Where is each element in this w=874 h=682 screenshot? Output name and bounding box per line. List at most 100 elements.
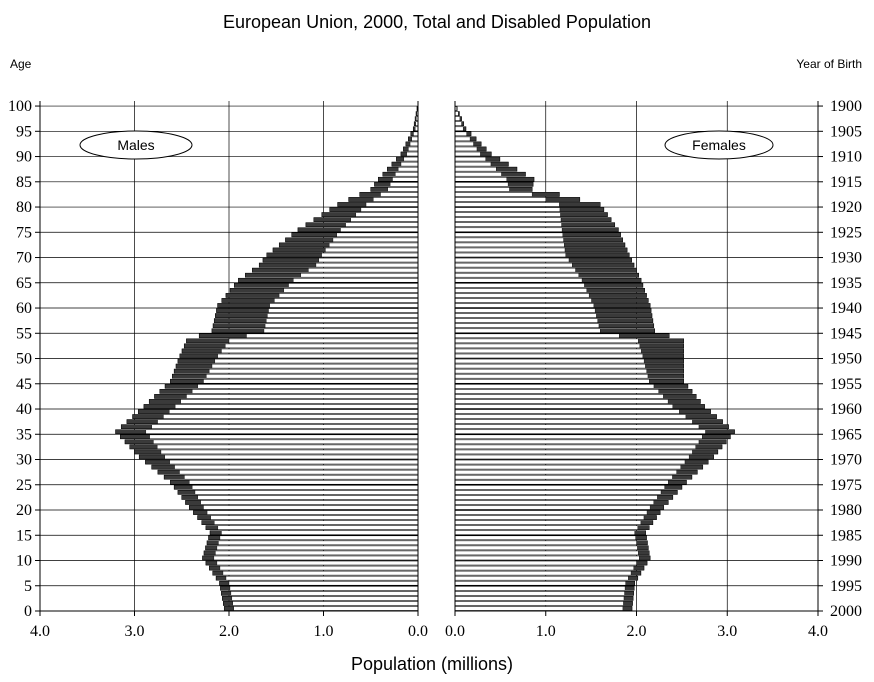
male-total-bar xyxy=(181,495,419,500)
male-disabled-bar xyxy=(382,171,396,177)
age-tick-label: 10 xyxy=(16,553,32,570)
year-tick-label: 1960 xyxy=(830,401,862,418)
age-tick-label: 40 xyxy=(16,401,32,418)
male-total-bar xyxy=(203,550,419,556)
male-disabled-bar xyxy=(262,257,319,263)
age-tick-label: 5 xyxy=(24,578,32,595)
male-disabled-bar xyxy=(387,166,399,172)
female-total-bar xyxy=(454,444,723,450)
female-total-bar xyxy=(454,530,646,536)
age-tick-label: 85 xyxy=(16,174,32,191)
male-total-bar xyxy=(157,469,419,475)
male-disabled-bar xyxy=(149,399,182,404)
male-disabled-bar xyxy=(126,419,158,424)
male-disabled-bar xyxy=(139,454,165,460)
female-total-bar xyxy=(454,580,635,586)
female-disabled-bar xyxy=(564,242,626,248)
male-disabled-bar xyxy=(238,278,294,283)
age-tick-label: 30 xyxy=(16,452,32,469)
female-disabled-bar xyxy=(565,252,630,258)
male-disabled-bar xyxy=(199,333,247,339)
male-disabled-bar xyxy=(211,328,265,333)
male-disabled-bar xyxy=(181,495,199,500)
male-disabled-bar xyxy=(159,389,193,394)
male-disabled-bar xyxy=(414,116,417,121)
male-disabled-bar xyxy=(223,601,233,606)
male-disabled-bar xyxy=(225,293,280,298)
male-disabled-bar xyxy=(197,515,211,520)
male-disabled-bar xyxy=(408,136,412,142)
year-tick-label: 1905 xyxy=(830,123,862,140)
female-disabled-bar xyxy=(588,293,647,298)
male-disabled-bar xyxy=(173,485,193,490)
female-disabled-bar xyxy=(685,414,717,419)
female-disabled-bar xyxy=(633,565,645,571)
male-total-bar xyxy=(134,449,419,455)
male-disabled-bar xyxy=(410,131,414,137)
male-disabled-bar xyxy=(143,404,176,409)
female-total-bar xyxy=(454,555,651,561)
female-disabled-bar xyxy=(672,404,705,409)
female-disabled-bar xyxy=(591,298,649,303)
male-disabled-bar xyxy=(164,384,199,389)
age-tick-label: 90 xyxy=(16,149,32,166)
male-total-bar xyxy=(212,570,419,576)
female-disabled-bar xyxy=(663,394,697,399)
male-disabled-bar xyxy=(348,197,374,202)
male-disabled-bar xyxy=(120,434,150,440)
female-disabled-bar xyxy=(462,126,467,131)
female-disabled-bar xyxy=(485,156,501,162)
female-total-bar xyxy=(454,570,642,576)
year-tick-label: 1945 xyxy=(830,325,862,342)
year-tick-label: 1965 xyxy=(830,426,862,443)
female-total-bar xyxy=(454,399,701,404)
female-disabled-bar xyxy=(596,313,653,318)
female-disabled-bar xyxy=(641,348,684,354)
year-tick-label: 1990 xyxy=(830,553,862,570)
male-total-bar xyxy=(164,383,419,389)
males-panel-label: Males xyxy=(117,137,154,153)
male-total-bar xyxy=(145,459,419,465)
male-disabled-bar xyxy=(124,439,154,445)
male-total-bar xyxy=(185,500,419,505)
x-tick-label: 0.0 xyxy=(445,623,465,640)
male-disabled-bar xyxy=(305,222,346,227)
female-total-bar xyxy=(454,429,735,435)
male-disabled-bar xyxy=(154,394,187,399)
female-total-bar xyxy=(454,419,723,424)
male-total-bar xyxy=(159,389,419,394)
female-total-bar xyxy=(454,414,717,419)
tick-labels-layer: 1009590858075706560555045403530252015105… xyxy=(8,98,862,640)
male-disabled-bar xyxy=(134,449,162,455)
male-disabled-bar xyxy=(206,540,219,546)
male-total-bar xyxy=(138,454,419,460)
female-disabled-bar xyxy=(679,409,711,414)
female-disabled-bar xyxy=(698,424,729,429)
female-disabled-bar xyxy=(581,278,642,283)
female-disabled-bar xyxy=(584,283,644,288)
male-total-bar xyxy=(120,424,419,430)
male-disabled-bar xyxy=(193,510,208,515)
female-disabled-bar xyxy=(643,515,657,520)
female-total-bar xyxy=(454,585,635,591)
x-tick-label: 2.0 xyxy=(627,623,647,640)
female-total-bar xyxy=(454,560,648,566)
male-total-bar xyxy=(221,591,419,596)
female-total-bar xyxy=(454,545,649,551)
male-disabled-bar xyxy=(205,560,218,566)
male-disabled-bar xyxy=(337,202,367,207)
female-disabled-bar xyxy=(469,136,477,142)
female-disabled-bar xyxy=(684,459,709,465)
female-disabled-bar xyxy=(636,540,648,546)
female-disabled-bar xyxy=(657,495,673,500)
male-total-bar xyxy=(132,414,419,419)
x-tick-label: 4.0 xyxy=(808,623,828,640)
male-disabled-bar xyxy=(184,343,226,349)
male-disabled-bar xyxy=(229,288,285,293)
female-total-bar xyxy=(454,606,633,611)
female-disabled-bar xyxy=(645,363,684,369)
year-tick-label: 1985 xyxy=(830,527,862,544)
female-disabled-bar xyxy=(490,161,509,167)
female-total-bar xyxy=(454,404,705,409)
